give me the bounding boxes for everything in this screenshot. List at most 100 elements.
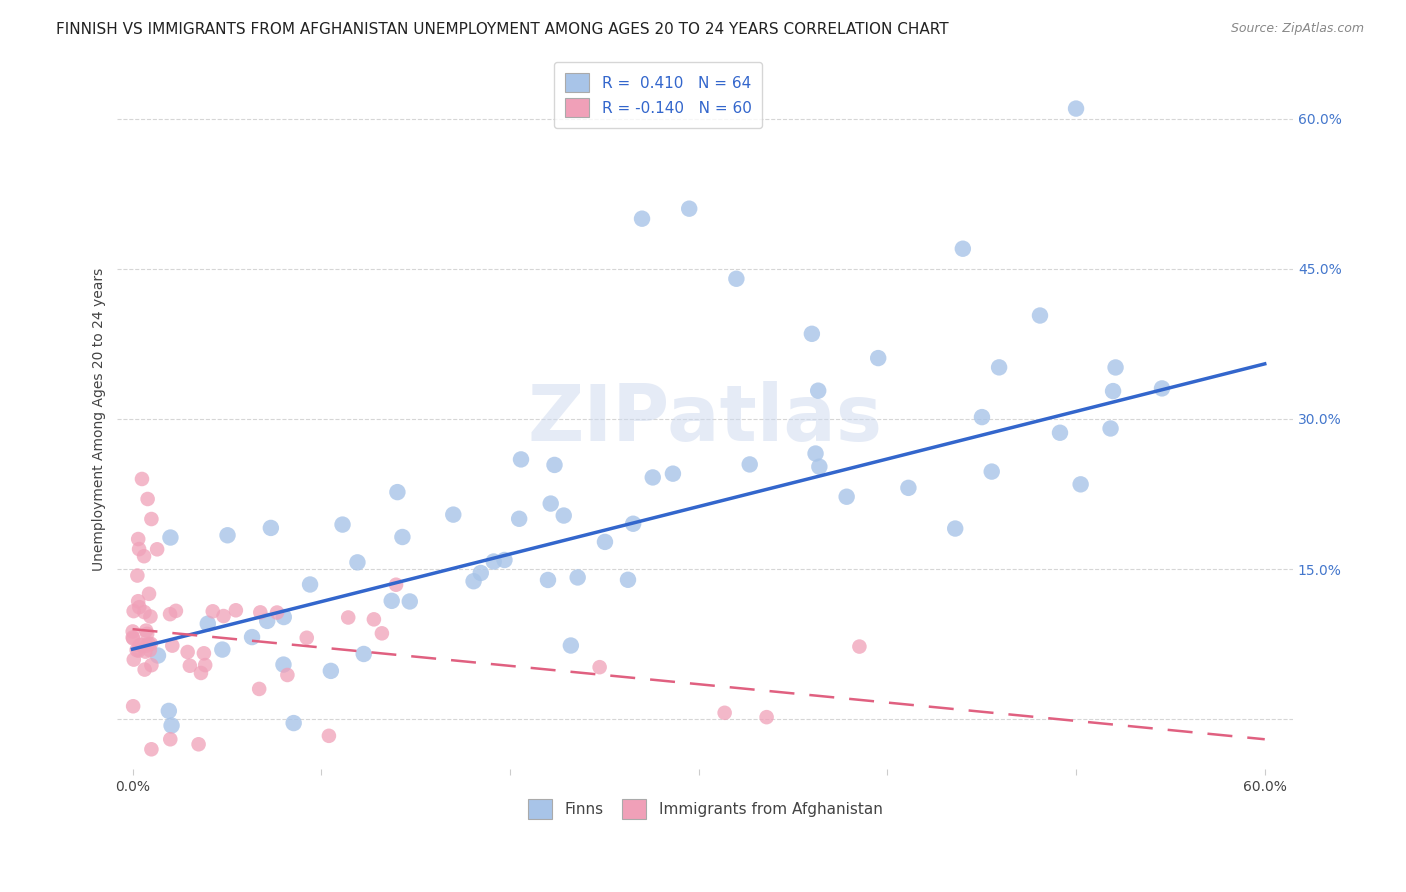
Legend: Finns, Immigrants from Afghanistan: Finns, Immigrants from Afghanistan (522, 793, 889, 825)
Point (122, 652, 145, 666)
Point (225, 603, 247, 617)
Point (332, 517, 354, 532)
Point (738, 458, 761, 472)
Point (567, 570, 589, 584)
Point (346, 555, 368, 569)
Text: Source: ZipAtlas.com: Source: ZipAtlas.com (1230, 22, 1364, 36)
Point (1049, 425, 1071, 440)
Point (1064, 102, 1087, 116)
Point (249, 606, 271, 620)
Point (441, 508, 464, 522)
Point (363, 612, 385, 626)
Point (125, 643, 148, 657)
Point (122, 699, 145, 714)
Point (121, 631, 143, 645)
Point (139, 637, 162, 651)
Point (621, 516, 644, 531)
Point (980, 465, 1002, 479)
Point (194, 658, 217, 673)
Point (141, 742, 163, 756)
Point (353, 647, 375, 661)
Point (260, 521, 283, 535)
Point (631, 211, 654, 226)
Point (190, 665, 212, 680)
Point (371, 626, 394, 640)
Point (134, 645, 156, 659)
Point (122, 604, 145, 618)
Point (588, 660, 610, 674)
Point (943, 522, 966, 536)
Point (540, 497, 562, 511)
Point (211, 642, 233, 657)
Point (804, 446, 827, 460)
Point (122, 632, 145, 646)
Text: FINNISH VS IMMIGRANTS FROM AFGHANISTAN UNEMPLOYMENT AMONG AGES 20 TO 24 YEARS CO: FINNISH VS IMMIGRANTS FROM AFGHANISTAN U… (56, 22, 949, 37)
Point (146, 648, 169, 663)
Point (283, 716, 305, 731)
Point (387, 485, 409, 500)
Point (678, 202, 700, 216)
Point (127, 594, 149, 608)
Point (725, 272, 748, 286)
Point (897, 481, 920, 495)
Point (713, 706, 735, 720)
Point (256, 614, 278, 628)
Point (988, 360, 1011, 375)
Point (128, 542, 150, 557)
Point (127, 568, 149, 582)
Point (868, 351, 890, 365)
Point (128, 638, 150, 652)
Point (139, 643, 162, 657)
Point (134, 605, 156, 619)
Point (160, 718, 183, 732)
Point (1070, 477, 1092, 491)
Point (128, 643, 150, 657)
Point (157, 704, 180, 718)
Point (337, 610, 360, 624)
Point (266, 606, 288, 620)
Point (800, 326, 823, 341)
Point (543, 458, 565, 472)
Point (1029, 309, 1052, 323)
Point (193, 646, 215, 660)
Point (247, 681, 270, 696)
Point (318, 729, 340, 743)
Point (807, 384, 830, 398)
Point (159, 607, 181, 622)
Point (755, 710, 778, 724)
Point (952, 242, 974, 256)
Point (482, 554, 505, 568)
Point (553, 508, 575, 523)
Point (179, 658, 201, 673)
Point (273, 657, 295, 672)
Point (641, 470, 664, 484)
Point (1150, 381, 1173, 395)
Point (187, 737, 209, 751)
Y-axis label: Unemployment Among Ages 20 to 24 years: Unemployment Among Ages 20 to 24 years (93, 268, 107, 571)
Point (135, 624, 157, 638)
Point (176, 645, 198, 659)
Point (1102, 384, 1125, 398)
Point (470, 566, 492, 580)
Point (136, 627, 159, 641)
Point (240, 630, 263, 644)
Point (1099, 421, 1122, 435)
Point (295, 631, 318, 645)
Point (131, 472, 153, 486)
Point (537, 573, 560, 587)
Point (593, 535, 616, 549)
Point (135, 639, 157, 653)
Point (217, 528, 239, 542)
Point (381, 594, 404, 608)
Point (617, 573, 640, 587)
Point (319, 664, 342, 678)
Point (391, 530, 413, 544)
Point (129, 638, 152, 652)
Point (138, 587, 160, 601)
Point (662, 467, 685, 481)
Point (212, 609, 235, 624)
Point (273, 610, 295, 624)
Point (127, 532, 149, 546)
Point (808, 459, 831, 474)
Point (121, 624, 143, 639)
